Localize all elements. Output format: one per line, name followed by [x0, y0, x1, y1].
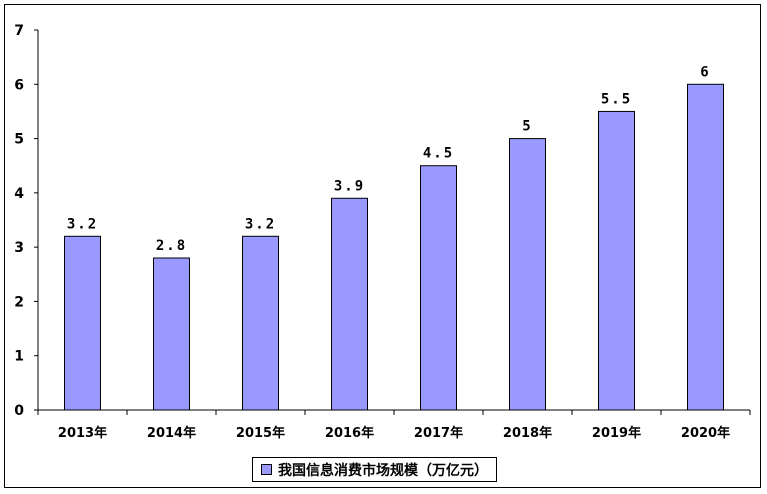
y-tick-label: 2 [14, 294, 24, 310]
data-label: 4.5 [423, 146, 454, 162]
x-category-label: 2020年 [681, 425, 730, 441]
y-tick-label: 6 [14, 77, 24, 93]
bar-2016年 [331, 197, 368, 411]
x-category-label: 2013年 [58, 425, 107, 441]
y-tick-label: 3 [14, 240, 24, 256]
bar-2017年 [420, 165, 457, 411]
y-tick-label: 7 [14, 23, 24, 39]
y-tick-label: 1 [14, 349, 24, 365]
data-label: 2.8 [156, 238, 187, 254]
y-tick-label: 4 [14, 186, 24, 202]
bar-2013年 [64, 235, 101, 411]
data-label: 5.5 [601, 91, 632, 107]
x-category-label: 2019年 [592, 425, 641, 441]
x-category-label: 2017年 [414, 425, 463, 441]
data-label: 3.2 [67, 216, 98, 232]
y-tick-label: 5 [14, 132, 24, 148]
bar-2014年 [153, 257, 190, 411]
legend-label: 我国信息消费市场规模（万亿元） [278, 462, 488, 479]
x-category-label: 2016年 [325, 425, 374, 441]
data-label: 3.9 [334, 178, 365, 194]
legend: 我国信息消费市场规模（万亿元） [252, 457, 497, 482]
bar-2015年 [242, 235, 279, 411]
y-tick-label: 0 [14, 403, 24, 419]
x-category-label: 2014年 [147, 425, 196, 441]
data-label: 5 [522, 119, 532, 135]
x-category-label: 2018年 [503, 425, 552, 441]
bar-2018年 [509, 138, 546, 411]
bar-2019年 [598, 110, 635, 411]
x-category-label: 2015年 [236, 425, 285, 441]
data-label: 6 [700, 64, 710, 80]
data-label: 3.2 [245, 216, 276, 232]
legend-swatch [261, 464, 272, 475]
bar-2020年 [687, 83, 724, 411]
